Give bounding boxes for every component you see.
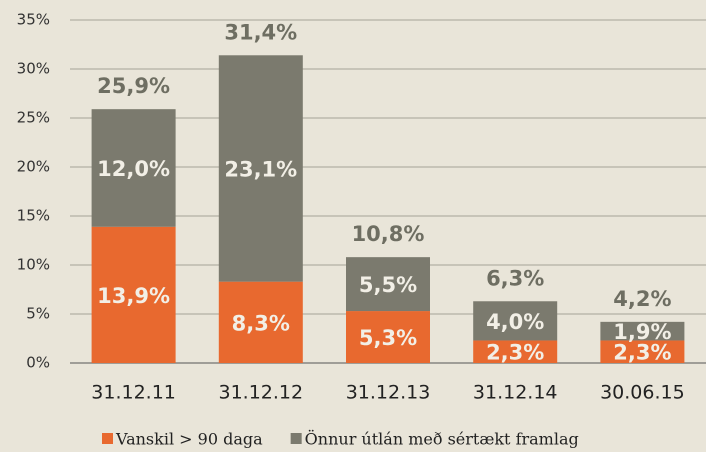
segment-label: 4,0%	[486, 310, 544, 334]
segment-label: 2,3%	[486, 341, 544, 365]
x-tick-label: 31.12.12	[218, 382, 303, 404]
bar-segment	[218, 55, 303, 282]
y-tick-label: 20%	[17, 158, 50, 176]
legend-swatch	[290, 433, 302, 444]
total-label: 31,4%	[224, 20, 297, 44]
y-tick-label: 30%	[17, 60, 50, 78]
bar-segment	[346, 257, 430, 312]
y-tick-label: 35%	[17, 11, 50, 29]
y-tick-label: 0%	[26, 354, 50, 372]
segment-label: 1,9%	[613, 320, 671, 344]
segment-label: 23,1%	[224, 157, 297, 181]
y-tick-label: 10%	[17, 256, 50, 274]
bar-segment	[473, 340, 558, 363]
segment-label: 2,3%	[613, 341, 671, 365]
total-label: 6,3%	[486, 266, 544, 290]
segment-label: 8,3%	[232, 311, 290, 335]
legend-swatch	[102, 433, 113, 444]
y-tick-label: 15%	[17, 207, 50, 225]
bar-segment	[600, 340, 685, 363]
total-label: 10,8%	[352, 222, 425, 246]
legend-label: Vanskil > 90 daga	[115, 430, 263, 449]
bar-segment	[346, 311, 430, 363]
x-tick-label: 31.12.14	[473, 382, 558, 404]
x-tick-label: 31.12.11	[91, 382, 176, 404]
segment-label: 5,3%	[359, 326, 417, 350]
segment-label: 12,0%	[97, 157, 170, 181]
bar-segment	[473, 301, 558, 341]
bar-segment	[218, 281, 303, 363]
segment-label: 5,5%	[359, 273, 417, 297]
y-tick-label: 5%	[26, 305, 50, 323]
bar-segment	[600, 321, 685, 341]
total-label: 25,9%	[97, 74, 170, 98]
total-label: 4,2%	[613, 287, 671, 311]
x-tick-label: 31.12.13	[346, 382, 431, 404]
segment-label: 13,9%	[97, 284, 170, 308]
legend-label: Önnur útlán með sértækt framlag	[305, 429, 579, 449]
bar-segment	[91, 226, 176, 363]
x-tick-label: 30.06.15	[600, 382, 685, 404]
bar-segment	[91, 109, 176, 227]
y-tick-label: 25%	[17, 109, 50, 127]
